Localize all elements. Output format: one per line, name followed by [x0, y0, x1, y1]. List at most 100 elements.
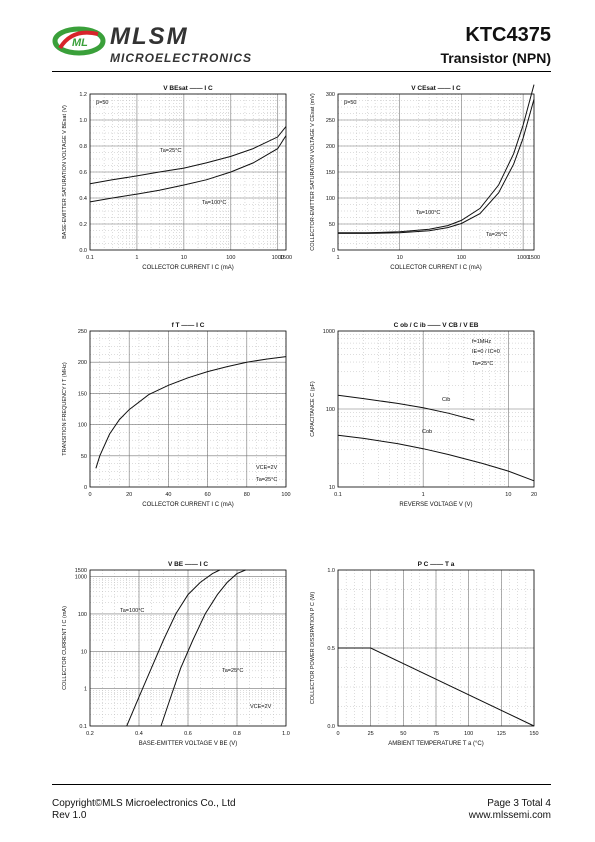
chart-annotation: Ta=100°C	[202, 200, 226, 206]
chart-annotation: Ta=25°C	[486, 232, 507, 238]
y-tick-label: 150	[78, 391, 87, 397]
y-tick-label: 100	[326, 196, 335, 202]
x-tick-label: 0	[336, 731, 339, 737]
footer-revision: Rev 1.0	[52, 810, 87, 821]
header-divider	[52, 71, 551, 72]
series-line-0	[126, 569, 221, 727]
series-line-0	[337, 394, 475, 421]
brand-subtitle: MICROELECTRONICS	[110, 51, 252, 65]
chart-capacitance-vs-voltage: 0.1 1 10 20 10 100 1000 C ob / C ib —— V CB / V…	[310, 322, 537, 508]
series-line-1	[338, 99, 535, 234]
y-tick-label: 200	[326, 144, 335, 150]
y-tick-label: 100	[326, 407, 335, 413]
transistor-type: Transistor (NPN)	[440, 50, 551, 66]
footer-page-number: Page 3 Total 4	[487, 798, 551, 809]
x-tick-label: 40	[165, 492, 171, 498]
y-tick-label: 0	[332, 248, 335, 254]
chart-pc-vs-ta: 0 25 50 75 100 125 150 0.0 0.5 1.0 P C —— T a AMBIE…	[310, 561, 539, 747]
chart-annotation: β=50	[344, 100, 357, 106]
chart-title: f T —— I C	[172, 322, 205, 329]
x-tick-label: 60	[205, 492, 211, 498]
x-axis-label: COLLECTOR CURRENT I C (mA)	[390, 265, 481, 271]
y-tick-label: 0.6	[79, 170, 87, 176]
y-tick-label: 0.8	[79, 144, 87, 150]
chart-annotation: Cob	[422, 429, 432, 435]
footer-divider	[52, 784, 551, 785]
x-tick-label: 150	[529, 731, 538, 737]
x-tick-label: 1	[135, 255, 138, 261]
x-tick-label: 100	[464, 731, 473, 737]
y-tick-label: 10	[329, 485, 335, 491]
x-tick-label: 10	[397, 255, 403, 261]
chart-annotation: f=1MHz	[472, 339, 491, 345]
chart-annotation: Ta=100°C	[120, 608, 144, 614]
x-tick-label: 1000	[272, 255, 284, 261]
x-tick-label: 20	[531, 492, 537, 498]
x-tick-label: 0.6	[184, 731, 192, 737]
chart-ft-vs-ic: 0 20 40 60 80 100 0 50 100 150 200 250 f T —— I C COL…	[62, 322, 291, 508]
y-tick-label: 0.1	[79, 724, 87, 730]
y-tick-label: 250	[78, 329, 87, 335]
x-axis-label: REVERSE VOLTAGE V (V)	[399, 502, 472, 508]
y-tick-label: 1000	[323, 329, 335, 335]
x-tick-label: 75	[433, 731, 439, 737]
y-axis-label: COLLECTOR CURRENT I C (mA)	[62, 606, 68, 690]
y-tick-label: 50	[329, 222, 335, 228]
chart-annotation: Cib	[442, 397, 450, 403]
part-number: KTC4375	[465, 24, 551, 46]
y-tick-label: 1.2	[79, 92, 87, 98]
svg-text:ML: ML	[72, 37, 88, 49]
x-axis-label: COLLECTOR CURRENT I C (mA)	[142, 502, 233, 508]
series-line-0	[338, 84, 535, 234]
x-tick-label: 1500	[528, 255, 540, 261]
series-line-1	[337, 434, 535, 482]
x-tick-label: 1.0	[282, 731, 290, 737]
y-tick-label: 200	[78, 360, 87, 366]
x-tick-label: 1500	[280, 255, 292, 261]
plot-frame	[89, 93, 287, 251]
series-line-1	[89, 135, 287, 203]
x-tick-label: 20	[126, 492, 132, 498]
x-tick-label: 25	[368, 731, 374, 737]
y-axis-label: COLLECTOR POWER DISSIPATION P C (W)	[310, 592, 316, 705]
plot-frame	[337, 93, 535, 251]
x-tick-label: 80	[244, 492, 250, 498]
chart-annotation: Ta=25°C	[256, 477, 277, 483]
x-tick-label: 0	[88, 492, 91, 498]
y-tick-label: 1000	[75, 575, 87, 581]
x-tick-label: 125	[497, 731, 506, 737]
y-axis-label: BASE-EMITTER SATURATION VOLTAGE V BEsat …	[62, 105, 68, 239]
footer-url[interactable]: www.mlssemi.com	[468, 810, 551, 821]
y-tick-label: 300	[326, 92, 335, 98]
chart-annotation: VCE=2V	[250, 704, 272, 710]
y-tick-label: 0.2	[79, 222, 87, 228]
mlsm-logo-icon: ML	[52, 26, 106, 56]
x-axis-label: BASE-EMITTER VOLTAGE V BE (V)	[139, 741, 237, 747]
y-axis-label: COLLECTOR-EMITTER SATURATION VOLTAGE V C…	[310, 93, 316, 251]
x-tick-label: 100	[457, 255, 466, 261]
chart-title: P C —— T a	[418, 561, 455, 568]
y-tick-label: 0.5	[327, 646, 335, 652]
x-tick-label: 1	[336, 255, 339, 261]
y-tick-label: 1	[84, 687, 87, 693]
chart-title: V BE —— I C	[168, 561, 208, 568]
y-tick-label: 0.0	[327, 724, 335, 730]
y-tick-label: 0.0	[79, 248, 87, 254]
plot-frame	[337, 330, 535, 488]
y-tick-label: 100	[78, 423, 87, 429]
x-tick-label: 50	[400, 731, 406, 737]
y-axis-label: CAPACITANCE C (pF)	[310, 381, 316, 437]
chart-annotation: Ta=25°C	[160, 148, 181, 154]
y-tick-label: 50	[81, 454, 87, 460]
x-tick-label: 0.4	[135, 731, 143, 737]
chart-annotation: Ta=25°C	[472, 361, 493, 367]
x-tick-label: 100	[281, 492, 290, 498]
y-tick-label: 0	[84, 485, 87, 491]
x-axis-label: COLLECTOR CURRENT I C (mA)	[142, 265, 233, 271]
y-tick-label: 1.0	[327, 568, 335, 574]
x-tick-label: 0.2	[86, 731, 94, 737]
y-tick-label: 1500	[75, 568, 87, 574]
x-tick-label: 1000	[517, 255, 529, 261]
